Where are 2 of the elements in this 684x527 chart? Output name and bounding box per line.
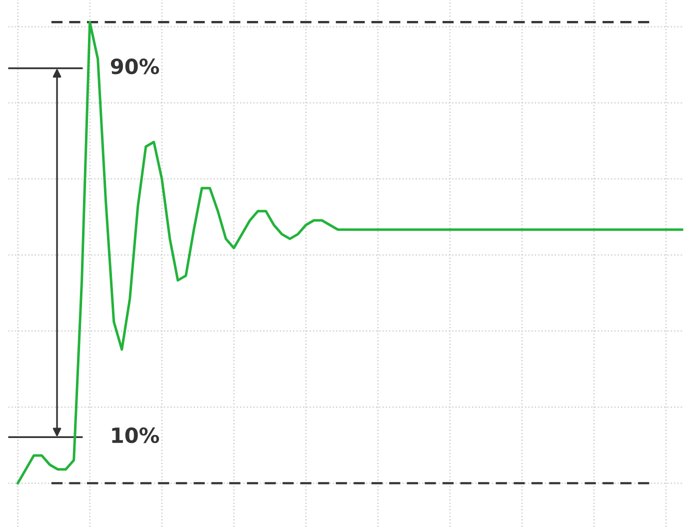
ref-line-label: 10% <box>112 427 160 444</box>
ref-line-label: 90% <box>110 58 160 74</box>
